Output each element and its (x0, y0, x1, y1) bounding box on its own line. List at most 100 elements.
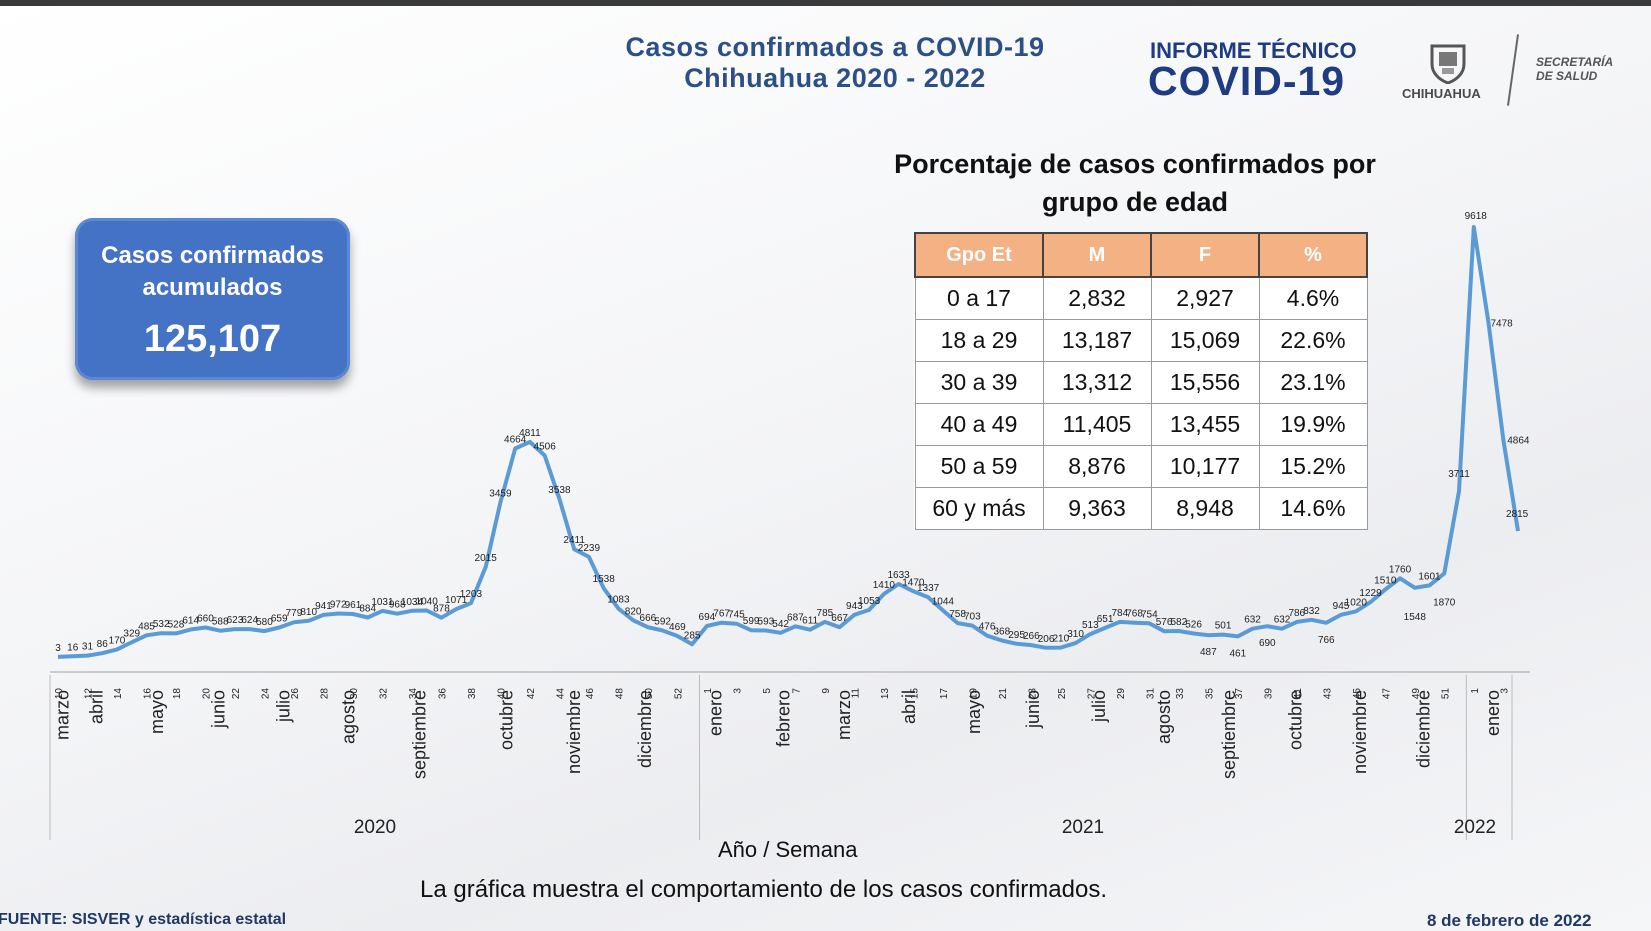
data-label: 943 (846, 601, 863, 612)
data-label: 3711 (1448, 469, 1470, 480)
week-tick-label: 13 (880, 688, 891, 700)
data-label: 666 (640, 613, 657, 624)
week-tick-label: 21 (998, 688, 1009, 700)
week-tick-label: 1 (1470, 688, 1481, 694)
week-tick-label: 20 (202, 688, 213, 700)
data-label: 461 (1229, 648, 1246, 659)
month-label-2021: junio (1023, 690, 1043, 729)
week-tick-label: 39 (1263, 688, 1274, 700)
month-label-2021: noviembre (1350, 690, 1370, 774)
cell-female: 15,556 (1150, 361, 1260, 404)
week-tick-label: 17 (939, 688, 950, 700)
data-label: 972 (330, 600, 347, 611)
cell-age-group: 0 a 17 (914, 276, 1044, 320)
month-label-2021: mayo (964, 690, 984, 734)
age-table-title: Porcentaje de casos confirmados por grup… (870, 145, 1400, 221)
month-label-2020: agosto (339, 690, 359, 744)
data-label: 754 (1141, 609, 1158, 620)
week-tick-label: 16 (143, 688, 154, 700)
accumulated-value: 125,107 (143, 318, 282, 360)
data-label: 623 (227, 615, 244, 626)
data-label: 7478 (1491, 319, 1514, 330)
top-bar (0, 0, 1651, 6)
cases-series-line (57, 225, 1520, 659)
week-tick-label: 12 (84, 688, 95, 700)
month-label-2020: noviembre (564, 690, 584, 774)
secretaria-line-2: DE SALUD (1536, 69, 1598, 83)
week-tick-label: 3 (1499, 688, 1510, 694)
data-label: 4864 (1507, 436, 1530, 447)
month-label-2021: agosto (1154, 690, 1174, 744)
week-tick-label: 19 (968, 688, 979, 700)
data-label: 786 (1288, 608, 1305, 619)
data-label: 1870 (1433, 597, 1456, 608)
week-tick-label: 51 (1440, 688, 1451, 700)
header-female: F (1150, 232, 1260, 278)
source-note: FUENTE: SISVER y estadística estatal (0, 911, 287, 928)
data-label: 582 (1170, 617, 1187, 628)
week-tick-label: 42 (526, 688, 537, 700)
week-tick-label: 43 (1322, 688, 1333, 700)
data-label: 1203 (460, 589, 483, 600)
week-tick-label: 24 (261, 688, 272, 700)
week-tick-label: 18 (172, 688, 183, 700)
week-tick-label: 50 (644, 688, 655, 700)
month-label-2020: diciembre (635, 690, 655, 768)
data-label: 3459 (489, 488, 512, 499)
age-table-title-line-1: Porcentaje de casos confirmados por (894, 149, 1376, 179)
data-label: 820 (625, 606, 642, 617)
data-label: 878 (433, 604, 450, 615)
data-label: 31 (82, 642, 94, 653)
x-axis-title: Año / Semana (718, 837, 858, 862)
data-label: 1229 (1359, 588, 1382, 599)
week-tick-label: 1 (703, 688, 714, 694)
data-label: 285 (684, 630, 701, 641)
data-label: 532 (153, 619, 170, 630)
data-label: 745 (728, 610, 745, 621)
table-row: 18 a 29 13,187 15,069 22.6% (914, 319, 1368, 362)
data-label: 785 (817, 608, 834, 619)
data-label: 651 (1097, 614, 1114, 625)
week-tick-label: 29 (1116, 688, 1127, 700)
data-label: 513 (1082, 620, 1099, 631)
cell-age-group: 40 a 49 (914, 403, 1044, 446)
data-label: 16 (67, 642, 79, 653)
data-label: 2411 (563, 535, 585, 546)
week-tick-label: 7 (791, 688, 802, 694)
data-label: 687 (787, 612, 804, 623)
week-tick-label: 34 (408, 688, 419, 700)
data-label: 703 (964, 612, 981, 623)
month-label-2020: octubre (496, 690, 516, 750)
data-label: 1044 (932, 596, 955, 607)
data-label: 694 (699, 612, 716, 623)
table-row: 0 a 17 2,832 2,927 4.6% (914, 276, 1368, 320)
cell-age-group: 18 a 29 (914, 319, 1044, 362)
secretaria-line-1: SECRETARÍA (1536, 55, 1614, 69)
data-label: 884 (359, 603, 376, 614)
month-label-2021: diciembre (1414, 690, 1434, 768)
month-label-2020: mayo (147, 690, 167, 734)
age-table-title-line-2: grupo de edad (1041, 187, 1228, 217)
age-table-header-row: Gpo Et M F % (914, 232, 1368, 278)
data-label: 1760 (1389, 564, 1412, 575)
chart-caption: La gráfica muestra el comportamiento de … (420, 876, 1107, 903)
age-group-table: Gpo Et M F % 0 a 17 2,832 2,927 4.6% 18 … (914, 232, 1368, 530)
cell-female: 2,927 (1150, 276, 1260, 320)
week-tick-label: 35 (1204, 688, 1215, 700)
data-label: 945 (1333, 601, 1350, 612)
data-label: 961 (345, 600, 362, 611)
data-label: 1337 (917, 583, 940, 594)
data-label: 310 (1067, 629, 1084, 640)
week-tick-label: 49 (1411, 688, 1422, 700)
cell-female: 10,177 (1150, 445, 1260, 488)
cell-male: 2,832 (1042, 276, 1152, 320)
data-label: 210 (1052, 634, 1069, 645)
data-label: 528 (168, 619, 185, 630)
data-label: 611 (802, 616, 818, 627)
table-row: 30 a 39 13,312 15,556 23.1% (914, 361, 1368, 404)
week-tick-label: 37 (1234, 688, 1245, 700)
data-label: 1083 (607, 595, 630, 606)
week-tick-label: 23 (1027, 688, 1038, 700)
year-label: 2020 (354, 817, 396, 838)
